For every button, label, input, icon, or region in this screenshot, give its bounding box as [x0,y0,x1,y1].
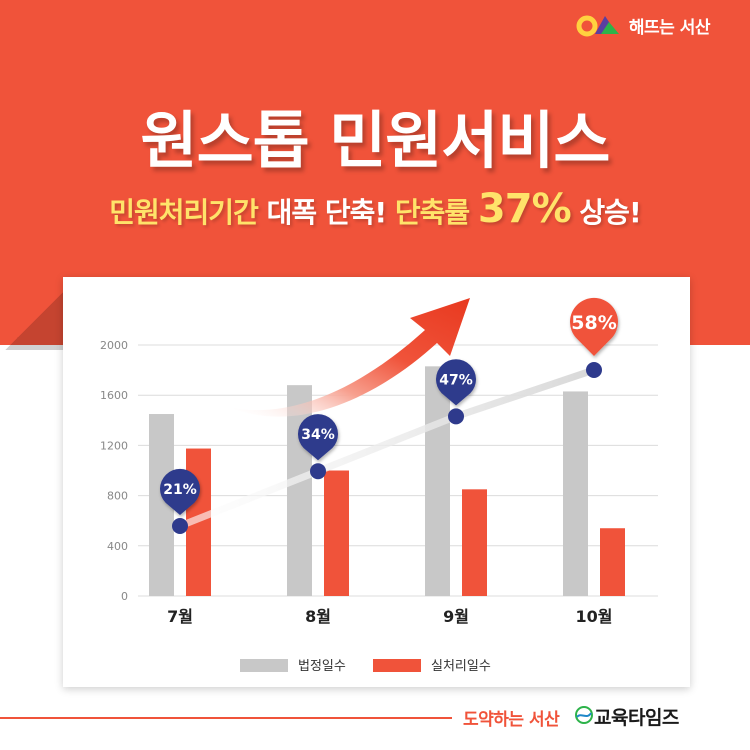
y-tick-label: 0 [121,590,128,603]
y-tick-label: 1600 [100,389,128,402]
trend-point [448,408,464,425]
legend-swatch-statutory [240,659,288,672]
trend-point [586,362,602,378]
subtitle-part-3: 단축률 [394,196,478,229]
y-tick-label: 800 [107,490,128,503]
percent-pin: 34% [298,414,338,461]
subtitle-part-2: 대폭 단축! [257,196,395,229]
x-tick-label: 7월 [167,607,193,626]
trend-line [176,366,598,530]
percent-label: 34% [301,427,335,443]
globe-icon [575,706,593,724]
legend-label-statutory: 법정일수 [298,659,346,674]
pin-shape [570,297,618,356]
percent-pin: 21% [160,468,200,515]
percent-pin: 47% [435,359,476,406]
page-subtitle: 민원처리기간 대폭 단축! 단축률 37% 상승! [0,186,750,232]
trend-point [310,463,326,480]
bar-actual-days [462,489,487,596]
bar-actual-days [600,528,625,596]
y-tick-label: 1200 [100,439,128,452]
percent-pin: 58% [570,297,618,356]
pin-shape [160,468,200,515]
x-tick-label: 8월 [305,607,331,626]
percent-label: 21% [163,482,197,498]
footer-divider [0,717,452,719]
brand-logo: 해뜨는 서산 [575,12,711,38]
subtitle-part-1: 민원처리기간 [109,196,259,229]
x-tick-label: 9월 [443,607,469,626]
x-tick-label: 10월 [576,607,613,626]
logo-text: 해뜨는 서산 [628,17,711,38]
sun-logo-icon [576,15,619,37]
footer-slogan: 도약하는 서산 [463,710,560,730]
bar-actual-days [324,470,349,596]
bar-statutory-days [563,391,588,596]
percent-label: 58% [571,312,616,334]
subtitle-highlight-value: 37% [477,186,572,232]
bar-statutory-days [425,366,450,596]
page-title: 원스톱 민원서비스 [140,104,611,177]
legend-label-actual: 실처리일수 [431,659,491,674]
trend-point [172,518,188,534]
footer-publisher: 교육타임즈 [594,707,679,729]
y-tick-label: 2000 [100,339,128,352]
pin-shape [435,359,476,406]
legend-swatch-actual [373,659,421,672]
trend-arrow [232,298,470,417]
percent-label: 47% [439,372,473,388]
pin-shape [298,414,338,461]
subtitle-part-5: 상승! [570,196,641,229]
y-tick-label: 400 [107,540,128,553]
